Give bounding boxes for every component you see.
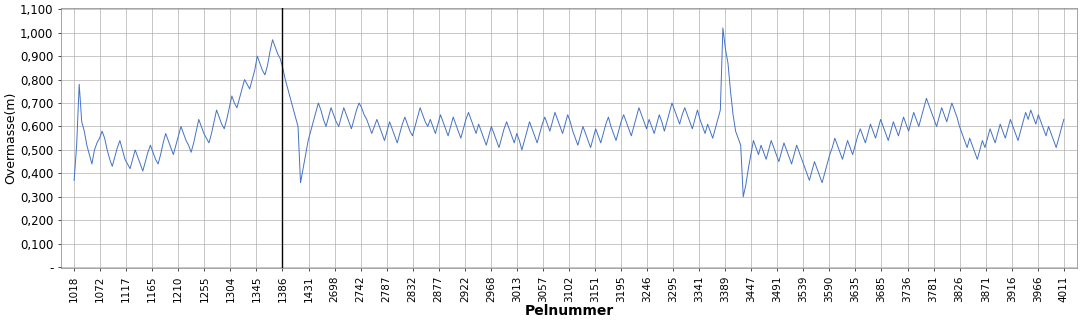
X-axis label: Pelnummer: Pelnummer [524, 304, 614, 318]
Y-axis label: Overmasse(m): Overmasse(m) [4, 92, 17, 185]
